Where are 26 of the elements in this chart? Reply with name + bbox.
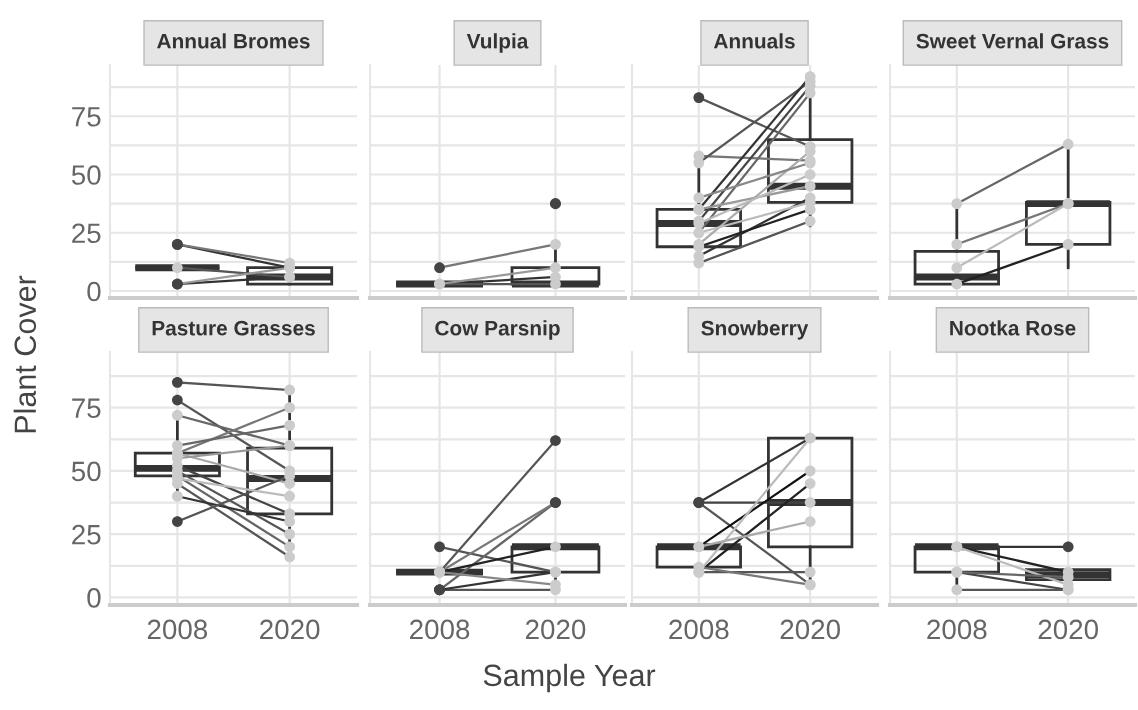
chart-title: Vulpia [466, 33, 529, 53]
y-tick-label: 50 [71, 165, 101, 185]
chart-title: Snowberry [701, 320, 809, 340]
y-tick-label: 75 [72, 107, 101, 127]
y-tick-label: 25 [72, 524, 101, 545]
chart-title: Nootka Rose [950, 320, 1076, 336]
y-tick-label: 75 [72, 398, 101, 418]
x-tick-label: 2020 [260, 619, 320, 640]
chart-title: Annual Bromes [157, 33, 310, 49]
y-tick-label: 50 [71, 461, 101, 482]
x-tick-label: 2008 [147, 619, 208, 640]
y-axis-title: Plant Cover [13, 275, 37, 433]
chart-title: Pasture Grasses [152, 320, 315, 336]
y-tick-label: 25 [72, 223, 101, 244]
x-tick-label: 2008 [927, 619, 987, 640]
y-tick-label: 0 [87, 588, 101, 608]
y-tick-label: 0 [87, 281, 101, 302]
x-tick-label: 2020 [780, 619, 840, 640]
chart-title: Annuals [713, 33, 795, 49]
x-tick-label: 2020 [1038, 619, 1098, 640]
x-tick-label: 2008 [410, 619, 470, 640]
x-axis-title: Sample Year [483, 663, 656, 693]
x-tick-label: 2008 [669, 619, 729, 640]
chart-title: Sweet Vernal Grass [916, 33, 1109, 49]
chart-title: Cow Parsnip [435, 320, 560, 340]
x-tick-label: 2020 [525, 619, 586, 640]
